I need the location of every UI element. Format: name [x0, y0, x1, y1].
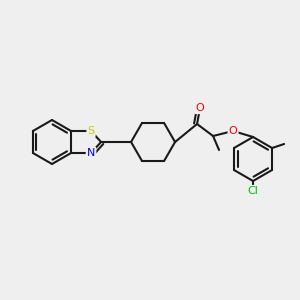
Text: Cl: Cl [248, 186, 259, 196]
Text: O: O [196, 103, 204, 113]
Text: N: N [87, 148, 95, 158]
Text: O: O [229, 126, 237, 136]
Text: S: S [88, 126, 94, 136]
